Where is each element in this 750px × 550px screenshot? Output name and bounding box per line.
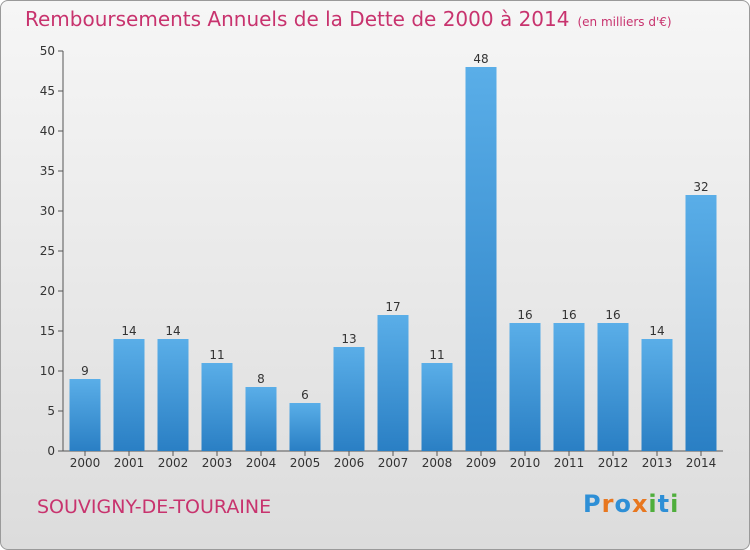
bar	[377, 315, 409, 451]
logo-letter-5: t	[657, 490, 671, 518]
bar-value-label: 6	[301, 388, 309, 402]
y-tick-label: 5	[47, 404, 55, 418]
bar-value-label: 11	[209, 348, 224, 362]
x-tick-label: 2012	[598, 456, 629, 470]
x-tick-label: 2003	[202, 456, 233, 470]
bar-value-label: 17	[385, 300, 400, 314]
logo-letter-0: P	[583, 490, 602, 518]
x-tick-label: 2008	[422, 456, 453, 470]
y-tick-label: 30	[40, 204, 55, 218]
bar-value-label: 11	[429, 348, 444, 362]
logo-letter-1: r	[601, 490, 615, 518]
x-tick-label: 2014	[686, 456, 717, 470]
logo-letter-3: x	[631, 490, 649, 518]
x-tick-label: 2011	[554, 456, 585, 470]
bar-value-label: 8	[257, 372, 265, 386]
chart-title-text: Remboursements Annuels de la Dette de 20…	[25, 7, 570, 31]
bar	[509, 323, 541, 451]
x-tick-label: 2010	[510, 456, 541, 470]
unit-note: (en milliers d'€)	[577, 15, 672, 29]
x-tick-label: 2004	[246, 456, 277, 470]
y-tick-label: 40	[40, 124, 55, 138]
city-name: SOUVIGNY-DE-TOURAINE	[37, 496, 272, 518]
bar-value-label: 32	[693, 180, 708, 194]
bar	[421, 363, 453, 451]
bar-value-label: 14	[649, 324, 664, 338]
y-tick-label: 15	[40, 324, 55, 338]
y-tick-label: 0	[47, 444, 55, 458]
bar-value-label: 14	[165, 324, 180, 338]
y-tick-label: 10	[40, 364, 55, 378]
x-tick-label: 2001	[114, 456, 145, 470]
bar	[333, 347, 365, 451]
bar	[201, 363, 233, 451]
bar	[245, 387, 277, 451]
bar-value-label: 9	[81, 364, 89, 378]
bar	[553, 323, 585, 451]
bar-value-label: 16	[605, 308, 620, 322]
x-tick-label: 2000	[70, 456, 101, 470]
bar	[597, 323, 629, 451]
x-tick-label: 2002	[158, 456, 189, 470]
bar	[289, 403, 321, 451]
bar	[69, 379, 101, 451]
y-tick-label: 25	[40, 244, 55, 258]
x-tick-label: 2005	[290, 456, 321, 470]
y-tick-label: 35	[40, 164, 55, 178]
logo-letter-4: i	[648, 490, 658, 518]
chart-title: Remboursements Annuels de la Dette de 20…	[25, 7, 672, 31]
bar	[641, 339, 673, 451]
logo-letter-6: i	[670, 490, 680, 518]
bar-value-label: 16	[517, 308, 532, 322]
bar	[465, 67, 497, 451]
x-tick-label: 2009	[466, 456, 497, 470]
proxiti-logo: Proxiti	[583, 490, 679, 518]
bar-value-label: 48	[473, 52, 488, 66]
bar	[113, 339, 145, 451]
bar-value-label: 16	[561, 308, 576, 322]
bar	[685, 195, 717, 451]
y-tick-label: 50	[40, 44, 55, 58]
logo-letter-2: o	[614, 490, 632, 518]
y-tick-label: 20	[40, 284, 55, 298]
bar-value-label: 14	[121, 324, 136, 338]
x-tick-label: 2013	[642, 456, 673, 470]
y-tick-label: 45	[40, 84, 55, 98]
bar-value-label: 13	[341, 332, 356, 346]
bar	[157, 339, 189, 451]
x-tick-label: 2007	[378, 456, 409, 470]
x-tick-label: 2006	[334, 456, 365, 470]
